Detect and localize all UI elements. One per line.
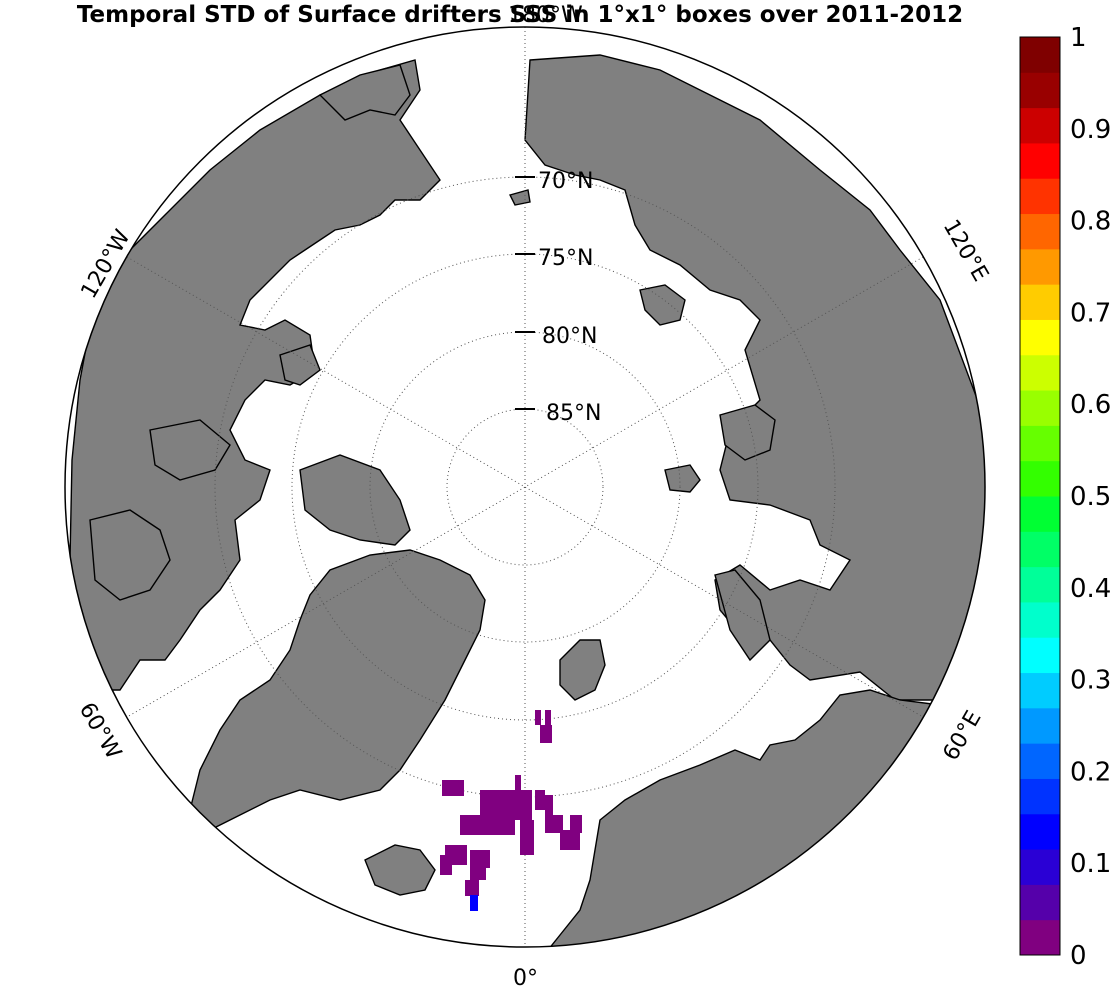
map-disk <box>65 27 985 947</box>
latitude-ticks <box>515 176 535 410</box>
colorbar-segment <box>1020 672 1060 709</box>
lat-label-80: 80°N <box>542 324 597 349</box>
lat-circle-80 <box>369 331 681 643</box>
land-wrangel <box>508 189 531 206</box>
colorbar-segment <box>1020 566 1060 603</box>
data-box <box>535 710 541 725</box>
data-box <box>570 815 582 833</box>
colorbar-segment <box>1020 813 1060 850</box>
colorbar-segment <box>1020 354 1060 391</box>
land-siberia <box>524 54 985 701</box>
colorbar-tick-label: 0.8 <box>1070 207 1111 237</box>
colorbar-segment <box>1020 284 1060 320</box>
land-victoria-island <box>149 419 231 481</box>
colorbar-tick-label: 0.7 <box>1070 298 1111 328</box>
colorbar-segment <box>1020 248 1060 285</box>
colorbar-tick-label: 0.3 <box>1070 666 1111 696</box>
data-box <box>460 815 515 835</box>
lat-circle-75 <box>291 253 759 721</box>
land-baffin-island <box>89 509 171 601</box>
colorbar-tick-label: 1 <box>1070 23 1087 53</box>
colorbar-segment <box>1020 849 1060 885</box>
data-box <box>545 815 563 833</box>
colorbar-frame <box>1019 36 1061 956</box>
colorbar-segment <box>1020 743 1060 779</box>
data-box <box>478 850 490 868</box>
land-ellesmere <box>299 454 411 546</box>
data-box <box>540 725 552 743</box>
colorbar-tick-label: 0.6 <box>1070 390 1111 420</box>
lat-label-75: 75°N <box>538 246 593 271</box>
colorbar-segment <box>1020 601 1060 638</box>
colorbar-segment <box>1020 425 1060 462</box>
colorbar-segment <box>1020 778 1060 815</box>
colorbar-segment <box>1020 884 1060 921</box>
colorbar-segment <box>1020 460 1060 497</box>
data-box <box>545 795 553 815</box>
colorbar-segment <box>1020 496 1060 532</box>
data-box <box>520 820 534 855</box>
colorbar-tick-label: 0 <box>1070 941 1087 971</box>
lon-label-0: 0° <box>513 966 538 991</box>
colorbar-segment <box>1020 72 1060 109</box>
colorbar-tick-label: 0.4 <box>1070 574 1111 604</box>
colorbar-segment <box>1020 919 1060 956</box>
data-box <box>515 775 521 795</box>
lon-label-60e: 60°E <box>939 707 987 765</box>
data-box-highlight <box>470 895 478 911</box>
colorbar-tick-label: 0.1 <box>1070 849 1111 879</box>
land-severnaya-zemlya <box>719 404 776 461</box>
meridians <box>126 27 924 947</box>
colorbar-tick-label: 0.2 <box>1070 757 1111 787</box>
colorbar-segment <box>1020 531 1060 568</box>
land-svalbard <box>559 639 606 701</box>
land-iceland <box>364 844 436 896</box>
colorbar-tick-label: 0.9 <box>1070 115 1111 145</box>
land-new-siberian-islands <box>639 284 686 326</box>
land-greenland <box>184 549 486 831</box>
colorbar-segment <box>1020 319 1060 356</box>
data-box <box>442 780 464 796</box>
colorbar-segment <box>1020 213 1060 250</box>
lat-label-85: 85°N <box>546 401 601 426</box>
colorbar-segment <box>1020 142 1060 179</box>
colorbar-ticks: 0 0.1 0.2 0.3 0.4 0.5 0.6 0.7 0.8 0.9 1 <box>1070 23 1111 971</box>
land-novaya-zemlya <box>714 569 771 662</box>
colorbar-segment <box>1020 37 1060 73</box>
data-box <box>440 855 452 875</box>
land-banks-island <box>279 344 321 386</box>
data-box <box>465 880 479 896</box>
land-canada <box>69 59 441 691</box>
map-boundary <box>64 26 986 948</box>
data-box <box>535 790 545 810</box>
data-box <box>560 830 580 850</box>
data-boxes <box>440 710 582 896</box>
colorbar-segment <box>1020 707 1060 744</box>
colorbar <box>1020 37 1060 956</box>
colorbar-segment <box>1020 637 1060 674</box>
colorbar-segment <box>1020 107 1060 144</box>
chart-title: Temporal STD of Surface drifters SSS in … <box>76 2 964 28</box>
land-alaska-coast <box>318 64 411 121</box>
colorbar-tick-label: 0.5 <box>1070 482 1111 512</box>
land-franz-josef <box>664 464 701 493</box>
land <box>69 54 985 947</box>
lat-circle-85 <box>446 408 604 566</box>
lon-label-120e: 120°E <box>938 216 993 286</box>
colorbar-segment <box>1020 178 1060 215</box>
data-box <box>545 710 551 725</box>
lon-label-180w: 180°W <box>508 3 583 28</box>
lon-label-60w: 60°W <box>74 699 126 764</box>
colorbar-segment <box>1020 390 1060 426</box>
lat-label-70: 70°N <box>538 169 593 194</box>
